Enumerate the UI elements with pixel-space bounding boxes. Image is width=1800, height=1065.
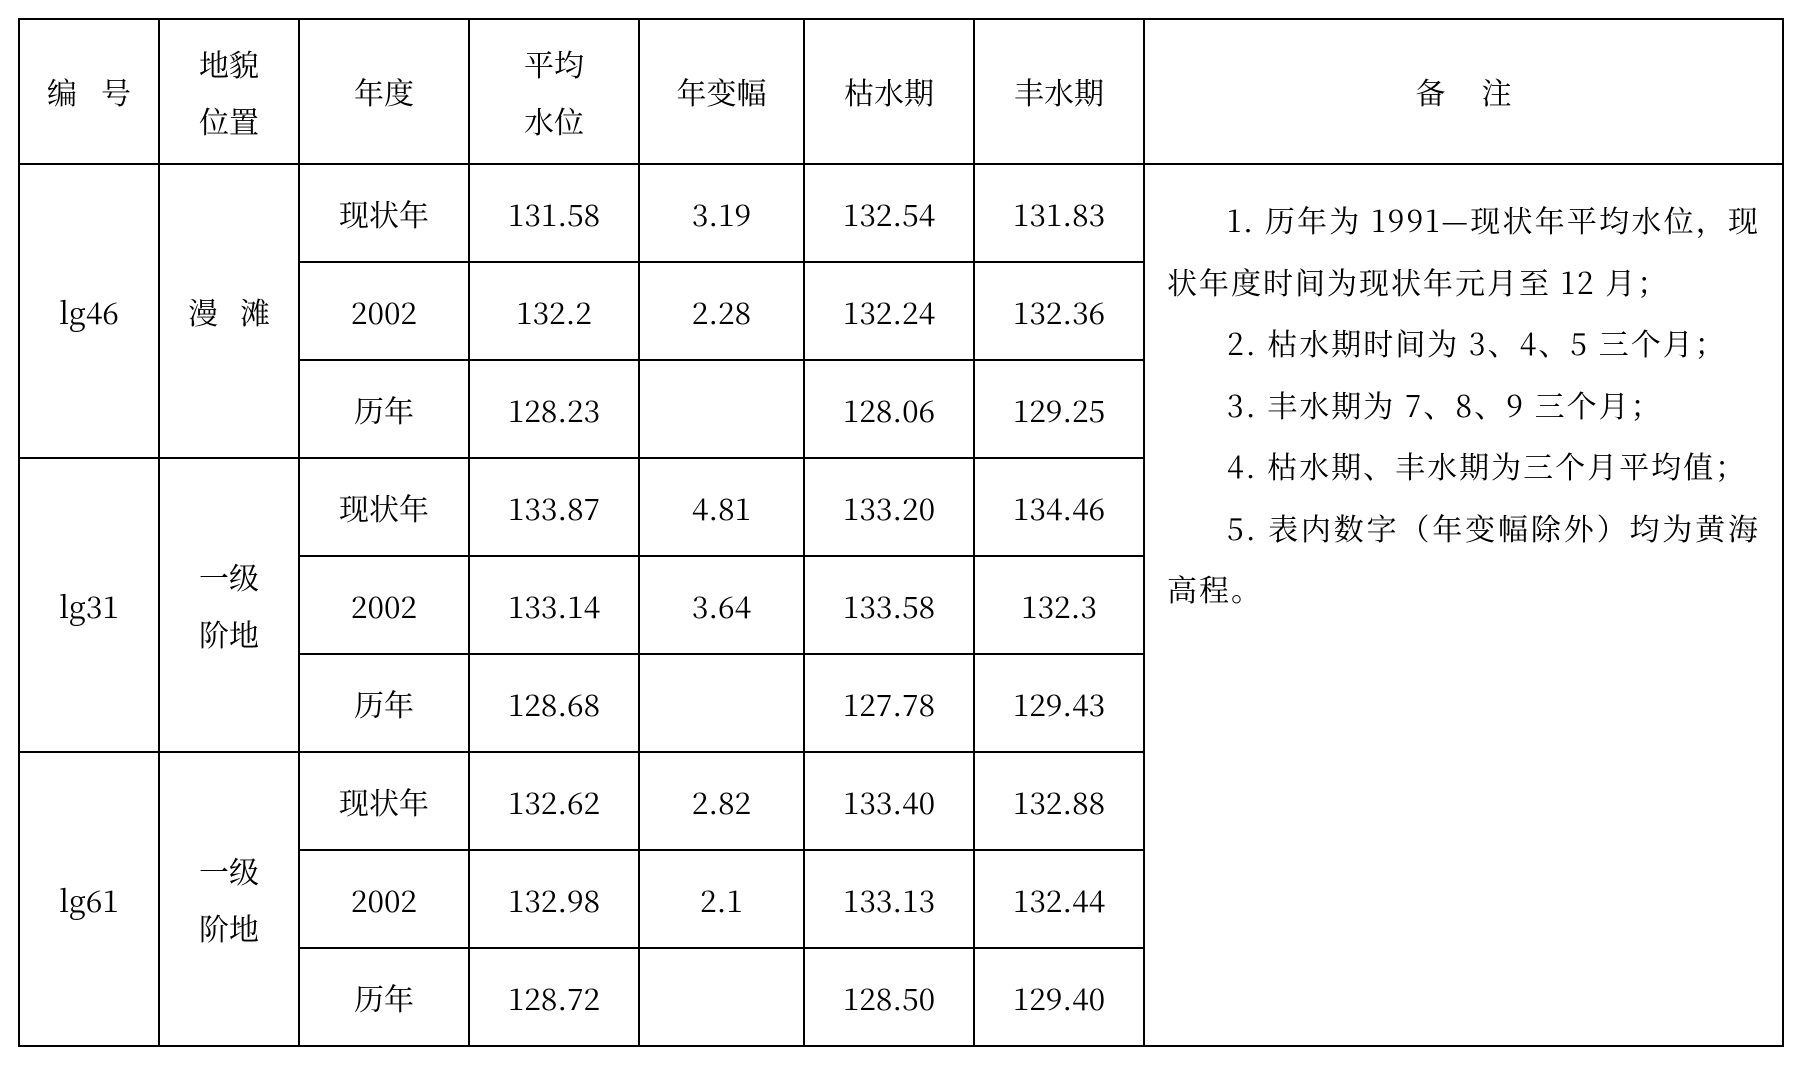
cell-year: 2002 (299, 850, 469, 948)
table-row: lg46 漫滩 现状年 131.58 3.19 132.54 131.83 1.… (19, 164, 1783, 262)
cell-location-l2: 阶地 (160, 605, 298, 662)
cell-year: 现状年 (299, 752, 469, 850)
cell-dry: 132.54 (804, 164, 974, 262)
cell-var: 3.19 (639, 164, 804, 262)
cell-wet: 129.25 (974, 360, 1144, 458)
cell-location-l1: 一级 (160, 842, 298, 899)
cell-wet: 134.46 (974, 458, 1144, 556)
notes-body: 1. 历年为 1991—现状年平均水位，现状年度时间为现状年元月至 12 月； … (1145, 165, 1782, 638)
col-header-wet: 丰水期 (974, 19, 1144, 164)
cell-location-text: 漫滩 (166, 289, 292, 333)
cell-wet: 132.3 (974, 556, 1144, 654)
table-header-row: 编号 地貌 位置 年度 平均 水位 年变幅 枯水期 丰水期 备注 (19, 19, 1783, 164)
cell-var: 2.28 (639, 262, 804, 360)
cell-notes: 1. 历年为 1991—现状年平均水位，现状年度时间为现状年元月至 12 月； … (1144, 164, 1783, 1046)
col-header-id: 编号 (19, 19, 159, 164)
col-header-var: 年变幅 (639, 19, 804, 164)
cell-var (639, 948, 804, 1046)
cell-wet: 129.43 (974, 654, 1144, 752)
cell-year: 2002 (299, 262, 469, 360)
col-header-dry: 枯水期 (804, 19, 974, 164)
table-container: 编号 地貌 位置 年度 平均 水位 年变幅 枯水期 丰水期 备注 lg46 漫滩… (0, 0, 1800, 1065)
cell-id: lg31 (19, 458, 159, 752)
cell-dry: 133.20 (804, 458, 974, 556)
col-header-notes-a: 备 (1416, 69, 1482, 113)
col-header-location-l1: 地貌 (160, 35, 298, 92)
cell-dry: 133.40 (804, 752, 974, 850)
cell-var: 2.82 (639, 752, 804, 850)
col-header-id-text: 编号 (23, 69, 155, 113)
note-line-3: 3. 丰水期为 7、8、9 三个月； (1167, 374, 1760, 436)
col-header-year: 年度 (299, 19, 469, 164)
cell-year: 2002 (299, 556, 469, 654)
note-line-5: 5. 表内数字（年变幅除外）均为黄海高程。 (1167, 497, 1760, 620)
cell-location: 漫滩 (159, 164, 299, 458)
col-header-location-l2: 位置 (160, 92, 298, 149)
col-header-avg-l1: 平均 (470, 35, 638, 92)
cell-avg: 133.87 (469, 458, 639, 556)
cell-dry: 128.06 (804, 360, 974, 458)
cell-wet: 129.40 (974, 948, 1144, 1046)
cell-wet: 131.83 (974, 164, 1144, 262)
water-level-table: 编号 地貌 位置 年度 平均 水位 年变幅 枯水期 丰水期 备注 lg46 漫滩… (18, 18, 1784, 1047)
cell-location-l2: 阶地 (160, 899, 298, 956)
col-header-avg: 平均 水位 (469, 19, 639, 164)
note-line-1: 1. 历年为 1991—现状年平均水位，现状年度时间为现状年元月至 12 月； (1167, 189, 1760, 312)
cell-dry: 133.13 (804, 850, 974, 948)
cell-var (639, 360, 804, 458)
cell-avg: 132.2 (469, 262, 639, 360)
cell-wet: 132.36 (974, 262, 1144, 360)
cell-avg: 132.98 (469, 850, 639, 948)
cell-location: 一级 阶地 (159, 752, 299, 1046)
col-header-notes: 备注 (1144, 19, 1783, 164)
cell-year: 历年 (299, 948, 469, 1046)
cell-location: 一级 阶地 (159, 458, 299, 752)
cell-avg: 132.62 (469, 752, 639, 850)
cell-id: lg46 (19, 164, 159, 458)
note-line-4: 4. 枯水期、丰水期为三个月平均值； (1167, 435, 1760, 497)
cell-var: 2.1 (639, 850, 804, 948)
cell-id: lg61 (19, 752, 159, 1046)
cell-avg: 131.58 (469, 164, 639, 262)
cell-avg: 128.68 (469, 654, 639, 752)
cell-wet: 132.44 (974, 850, 1144, 948)
cell-year: 历年 (299, 360, 469, 458)
cell-dry: 133.58 (804, 556, 974, 654)
cell-wet: 132.88 (974, 752, 1144, 850)
cell-dry: 132.24 (804, 262, 974, 360)
cell-dry: 128.50 (804, 948, 974, 1046)
cell-year: 现状年 (299, 164, 469, 262)
col-header-avg-l2: 水位 (470, 92, 638, 149)
cell-var: 4.81 (639, 458, 804, 556)
cell-year: 现状年 (299, 458, 469, 556)
cell-avg: 128.72 (469, 948, 639, 1046)
cell-location-l1: 一级 (160, 548, 298, 605)
note-line-2: 2. 枯水期时间为 3、4、5 三个月； (1167, 312, 1760, 374)
cell-dry: 127.78 (804, 654, 974, 752)
col-header-location: 地貌 位置 (159, 19, 299, 164)
cell-year: 历年 (299, 654, 469, 752)
cell-avg: 133.14 (469, 556, 639, 654)
cell-avg: 128.23 (469, 360, 639, 458)
cell-var: 3.64 (639, 556, 804, 654)
cell-var (639, 654, 804, 752)
col-header-notes-b: 注 (1482, 69, 1512, 113)
